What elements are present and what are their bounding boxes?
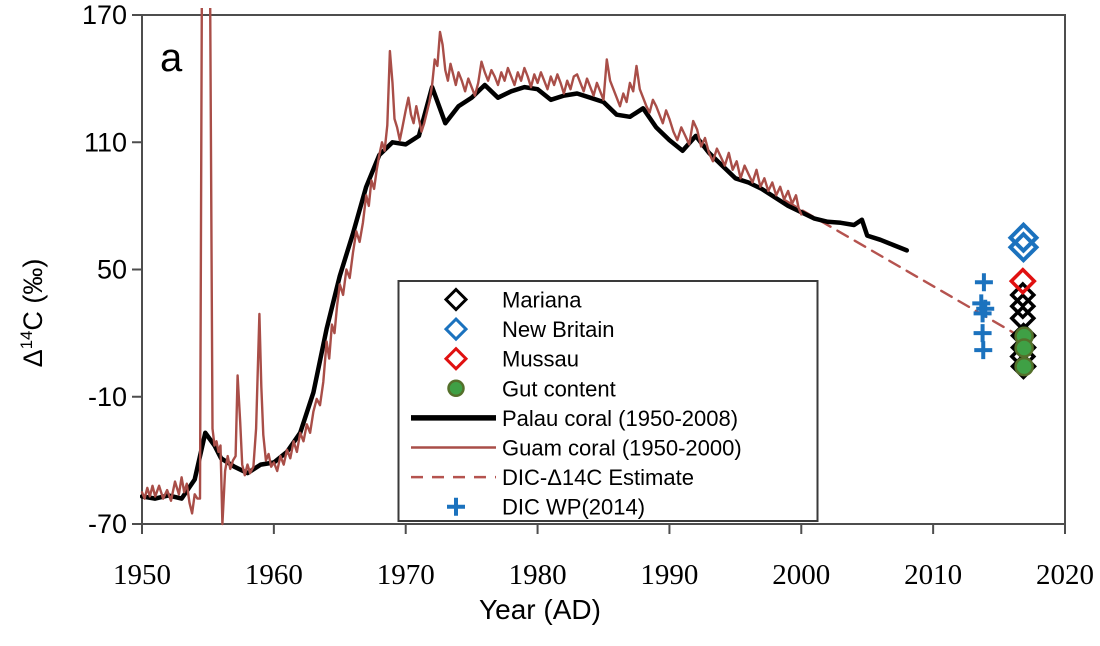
y-title-prefix: Δ — [18, 349, 48, 368]
x-tick-label: 1980 — [509, 559, 567, 591]
legend-item-dic-14c-estimate: DIC-Δ14C Estimate — [411, 465, 694, 490]
plus-marker — [973, 304, 992, 323]
legend-item-label: New Britain — [502, 317, 614, 342]
diamond-marker — [443, 287, 469, 312]
legend: Mariana New Britain Mussau Gut content Palau… — [397, 280, 819, 522]
legend-item-label: DIC WP(2014) — [502, 495, 645, 520]
plus-marker — [974, 273, 993, 292]
series-new-britain — [1007, 221, 1040, 264]
legend-item-label: Mussau — [502, 347, 579, 372]
circle-marker — [1014, 338, 1034, 358]
diamond-marker — [443, 346, 469, 371]
series-palau-coral-1950-2008 — [140, 82, 910, 501]
legend-item-palau-coral-1950-2008: Palau coral (1950-2008) — [411, 406, 738, 431]
circle-marker — [1014, 356, 1034, 377]
legend-item-guam-coral-1950-2000: Guam coral (1950-2000) — [411, 436, 742, 461]
y-tick-label: 170 — [82, 0, 127, 30]
legend-item-dic-wp-2014: DIC WP(2014) — [447, 495, 645, 520]
series-gut-content — [1014, 326, 1034, 377]
legend-item-label: DIC-Δ14C Estimate — [502, 465, 694, 490]
series-line — [140, 8, 803, 526]
circle-marker — [447, 379, 465, 398]
y-tick-label: -10 — [88, 382, 127, 412]
series-guam-coral-1950-2000 — [140, 8, 803, 526]
diamond-marker — [1007, 231, 1040, 264]
x-tick-label: 1970 — [377, 559, 435, 591]
y-title-suffix: C (‰) — [18, 258, 48, 331]
series-dic-wp-2014 — [972, 273, 995, 360]
y-tick-label: 50 — [97, 255, 127, 285]
legend-item-label: Mariana — [502, 288, 582, 313]
plus-marker — [447, 497, 465, 516]
x-tick-label: 1990 — [640, 559, 698, 591]
x-tick-label: 1950 — [113, 559, 171, 591]
y-title-superscript: 14 — [17, 330, 36, 350]
plus-marker — [974, 341, 993, 360]
legend-box — [397, 280, 819, 522]
x-axis-title-text: Year (AD) — [479, 594, 601, 625]
panel-label: a — [160, 36, 183, 80]
diamond-marker — [1008, 267, 1037, 296]
legend-item-label: Palau coral (1950-2008) — [502, 406, 738, 431]
series-line — [140, 82, 910, 501]
plus-marker — [973, 324, 992, 343]
y-axis-title: Δ14C (‰) — [17, 259, 49, 368]
legend-item-new-britain: New Britain — [443, 316, 614, 342]
x-tick-label: 2020 — [1036, 559, 1094, 591]
legend-item-mariana: Mariana — [443, 287, 582, 313]
legend-item-gut-content: Gut content — [447, 376, 616, 401]
y-tick-label: -70 — [88, 509, 127, 539]
axes: 1950 1960 1970 1980 1990 2000 2010 2020 170 110 50… — [82, 0, 1094, 591]
legend-item-label: Gut content — [502, 376, 616, 401]
legend-item-mussau: Mussau — [443, 346, 579, 372]
diamond-marker — [443, 316, 469, 342]
x-tick-label: 2010 — [904, 559, 962, 591]
legend-item-label: Guam coral (1950-2000) — [502, 436, 742, 461]
y-tick-label: 110 — [84, 127, 127, 157]
x-tick-label: 2000 — [772, 559, 830, 591]
diamond-marker — [1009, 292, 1037, 320]
x-axis-title: Year (AD) — [479, 594, 601, 626]
diamond-marker — [1007, 221, 1040, 254]
x-tick-label: 1960 — [245, 559, 303, 591]
series-mussau — [1008, 267, 1037, 296]
